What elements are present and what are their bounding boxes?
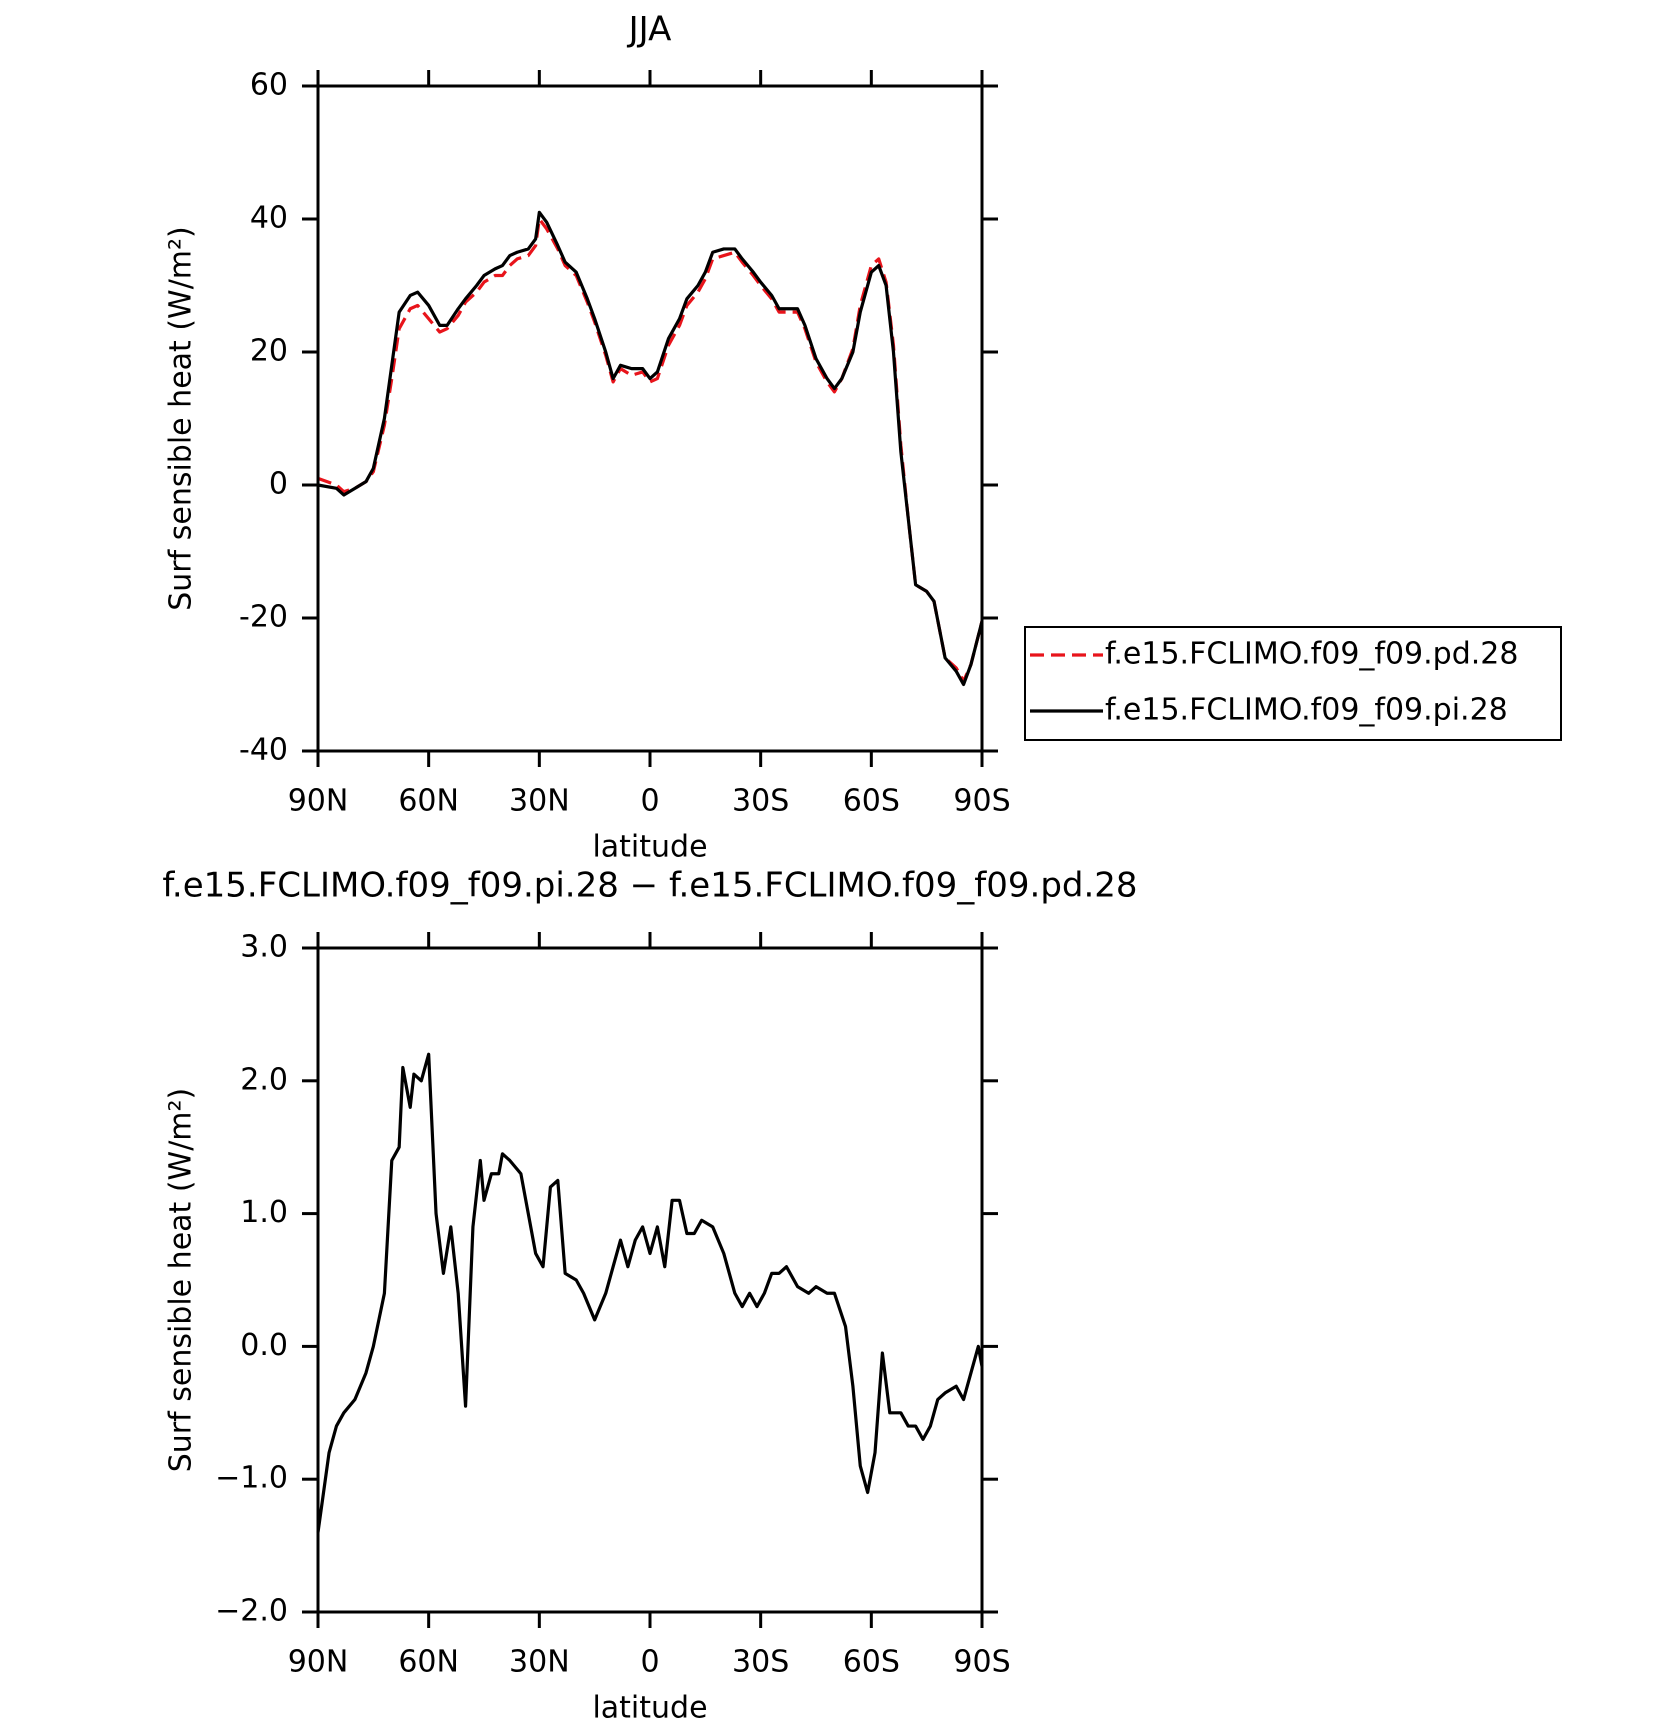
plot-frame [316,84,984,753]
y-tick-label: -20 [239,600,288,635]
y-tick-label: 3.0 [240,930,288,965]
x-tick-label: 30N [509,784,570,819]
x-axis-label: latitude [592,1691,707,1719]
y-tick-label: 0.0 [240,1328,288,1363]
y-axis-label: Surf sensible heat (W/m²) [164,226,199,611]
y-tick-label: 20 [250,334,288,369]
y-tick-label: 0 [269,467,288,502]
x-tick-label: 60N [398,1645,459,1680]
chart-title: f.e15.FCLIMO.f09_f09.pi.28 − f.e15.FCLIM… [162,866,1137,906]
y-axis-label: Surf sensible heat (W/m²) [164,1088,199,1473]
x-tick-label: 90N [288,784,349,819]
legend-label: f.e15.FCLIMO.f09_f09.pi.28 [1105,693,1508,728]
y-tick-label: 60 [250,68,288,103]
y-tick-label: −2.0 [215,1594,288,1629]
x-axis-label: latitude [592,830,707,865]
x-tick-label: 30S [732,784,789,819]
y-tick-label: 2.0 [240,1062,288,1097]
y-tick-label: 40 [250,201,288,236]
x-tick-label: 0 [640,1645,659,1680]
x-tick-label: 90S [953,1645,1010,1680]
chart-title: JJA [627,10,672,50]
x-tick-label: 60S [843,1645,900,1680]
y-tick-label: 1.0 [240,1195,288,1230]
data-line [317,210,984,687]
x-tick-label: 60S [843,784,900,819]
x-tick-label: 90N [288,1645,349,1680]
plot-frame [316,946,984,1614]
x-tick-label: 30N [509,1645,570,1680]
legend-box [1024,626,1562,741]
x-tick-label: 60N [398,784,459,819]
x-tick-label: 90S [953,784,1010,819]
y-tick-label: −1.0 [215,1461,288,1496]
data-line [316,1052,984,1533]
legend-label: f.e15.FCLIMO.f09_f09.pd.28 [1105,637,1518,672]
y-tick-label: -40 [239,733,288,768]
data-line [317,217,984,683]
x-tick-label: 30S [732,1645,789,1680]
x-tick-label: 0 [640,784,659,819]
